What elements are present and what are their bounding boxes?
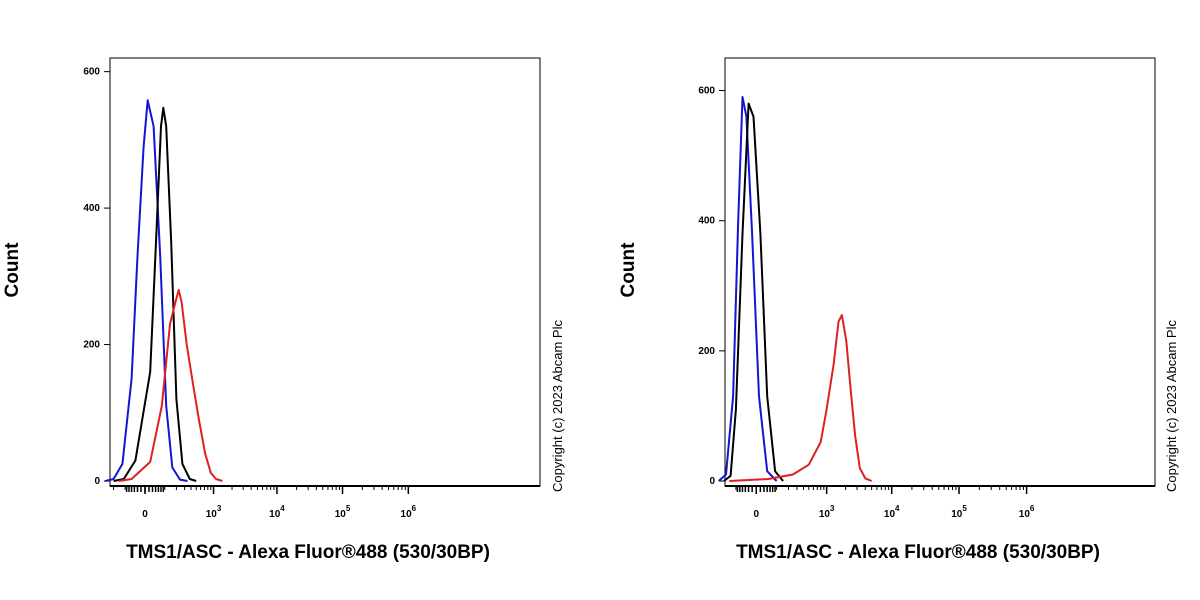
x-axis-title: TMS1/ASC - Alexa Fluor®488 (530/30BP) <box>736 542 1100 563</box>
x-tick-label: 0 <box>142 509 148 520</box>
y-tick-label: 200 <box>83 340 100 351</box>
x-tick-label: 0 <box>753 509 759 520</box>
y-tick-label: 0 <box>709 476 715 487</box>
histogram-series-2 <box>113 106 197 482</box>
histogram-series-3 <box>118 289 223 482</box>
y-tick-label: 400 <box>83 203 100 214</box>
plot-frame <box>109 57 541 487</box>
copyright-notice-right: Copyright (c) 2023 Abcam Plc <box>1164 320 1179 492</box>
x-tick-label: 104 <box>269 504 285 520</box>
x-tick-label: 106 <box>401 504 417 520</box>
x-tick-label: 106 <box>1019 504 1035 520</box>
x-tick-label: 105 <box>335 504 351 520</box>
x-axis-title: TMS1/ASC - Alexa Fluor®488 (530/30BP) <box>126 542 490 563</box>
x-tick-label: 103 <box>206 504 222 520</box>
y-tick-label: 400 <box>698 216 715 227</box>
histogram-series-2 <box>723 102 784 482</box>
y-tick-label: 600 <box>698 86 715 97</box>
y-axis-title: Count <box>2 242 23 298</box>
x-tick-label: 103 <box>819 504 835 520</box>
y-axis-title: Count <box>618 242 639 298</box>
x-tick-label: 105 <box>951 504 967 520</box>
y-tick-label: 600 <box>83 67 100 78</box>
histogram-series-3 <box>729 314 873 482</box>
plot-frame <box>724 57 1156 487</box>
histogram-series-1 <box>105 99 188 482</box>
copyright-notice-left: Copyright (c) 2023 Abcam Plc <box>550 320 565 492</box>
y-tick-label: 0 <box>94 476 100 487</box>
x-tick-label: 104 <box>884 504 900 520</box>
y-tick-label: 200 <box>698 346 715 357</box>
histogram-panel-right: 0 200 400 600 0 103 104 105 106 Count TMS1/ASC - A… <box>618 57 1156 563</box>
histogram-series-1 <box>718 96 778 482</box>
histogram-panel-left: 0 200 400 600 0 103 104 105 106 Count TMS1/ASC - A… <box>2 57 541 563</box>
